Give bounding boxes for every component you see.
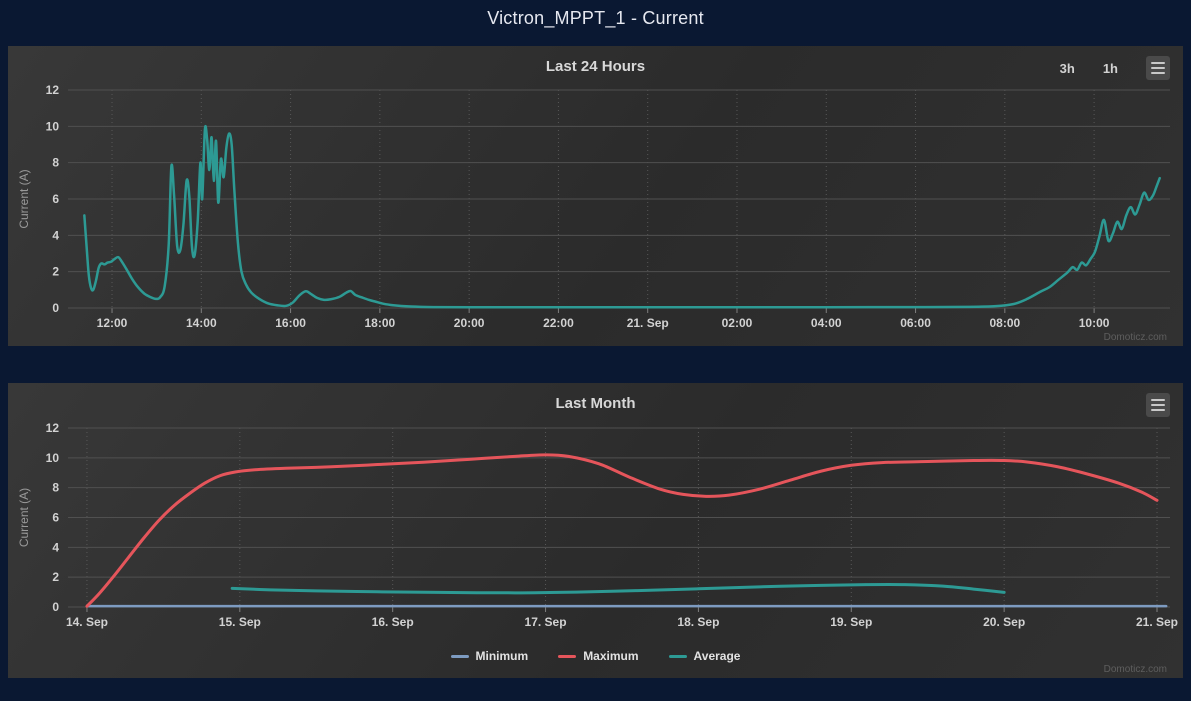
x-tick-label: 17. Sep	[525, 615, 567, 629]
chart-toolbar: 3h 1h	[1060, 55, 1170, 81]
series-line-current	[83, 124, 1161, 309]
y-tick-label: 0	[52, 301, 59, 315]
y-tick-label: 12	[46, 83, 60, 97]
y-axis-title: Current (A)	[17, 169, 31, 228]
x-tick-label: 16:00	[275, 316, 306, 330]
x-tick-label: 21. Sep	[1136, 615, 1178, 629]
legend-item-maximum[interactable]: Maximum	[558, 649, 639, 663]
x-tick-label: 08:00	[989, 316, 1020, 330]
last-month-plot-area: 14. Sep 15. Sep 16. Sep 17. Sep 18. Sep 19. S…	[17, 421, 1178, 629]
legend-label: Average	[693, 649, 741, 663]
x-tick-label: 21. Sep	[627, 316, 669, 330]
hamburger-bar	[1151, 398, 1165, 402]
range-button-3h[interactable]: 3h	[1059, 60, 1075, 76]
x-tick-label: 18:00	[365, 316, 396, 330]
x-tick-label: 10:00	[1079, 316, 1110, 330]
y-tick-label: 8	[52, 156, 59, 170]
y-tick-label: 10	[46, 119, 60, 133]
hamburger-menu-icon[interactable]	[1146, 393, 1170, 417]
hamburger-bar	[1151, 408, 1165, 412]
x-tick-label: 02:00	[722, 316, 753, 330]
chart-panel-last-month: 14. Sep 15. Sep 16. Sep 17. Sep 18. Sep 19. S…	[8, 383, 1183, 678]
chart-toolbar	[1146, 392, 1170, 418]
legend-marker-icon	[668, 654, 687, 658]
legend-marker-icon	[558, 654, 577, 658]
legend-label: Minimum	[475, 649, 529, 663]
legend-item-average[interactable]: Average	[668, 649, 741, 663]
y-tick-label: 4	[52, 540, 59, 554]
app-header: Victron_MPPT_1 - Current	[0, 0, 1191, 36]
hamburger-menu-icon[interactable]	[1146, 56, 1170, 80]
y-tick-label: 6	[52, 511, 59, 525]
y-tick-label: 6	[52, 192, 59, 206]
hamburger-bar	[1151, 66, 1165, 70]
x-tick-label: 04:00	[811, 316, 842, 330]
x-tick-label: 22:00	[543, 316, 574, 330]
series-line-maximum	[85, 453, 1159, 608]
series-line-average	[230, 582, 1006, 595]
hamburger-bar	[1151, 71, 1165, 75]
y-tick-label: 10	[46, 451, 60, 465]
page-title: Victron_MPPT_1 - Current	[487, 7, 704, 28]
y-tick-label: 0	[52, 600, 59, 614]
y-axis-title: Current (A)	[17, 488, 31, 547]
hamburger-bar	[1151, 403, 1165, 407]
legend-item-minimum[interactable]: Minimum	[450, 649, 529, 663]
y-tick-label: 8	[52, 481, 59, 495]
x-tick-label: 18. Sep	[677, 615, 719, 629]
credits-link[interactable]: Domoticz.com	[1103, 664, 1167, 675]
x-tick-label: 19. Sep	[830, 615, 872, 629]
legend-label: Maximum	[583, 649, 639, 663]
x-tick-label: 12:00	[97, 316, 128, 330]
chart-panel-last-24-hours: 12:00 14:00 16:00 18:00 20:00 22:00 21. Sep 02:…	[8, 46, 1183, 346]
y-tick-label: 2	[52, 265, 59, 279]
x-tick-label: 16. Sep	[372, 615, 414, 629]
x-tick-label: 20. Sep	[983, 615, 1025, 629]
chart-title: Last Month	[555, 395, 636, 412]
range-button-1h[interactable]: 1h	[1102, 60, 1118, 76]
legend-marker-icon	[450, 654, 469, 658]
y-tick-label: 2	[52, 570, 59, 584]
hamburger-bar	[1151, 61, 1165, 65]
chart-legend: Minimum Maximum Average	[8, 649, 1183, 663]
y-tick-label: 4	[52, 228, 59, 242]
y-tick-label: 12	[46, 421, 60, 435]
chart-title: Last 24 Hours	[545, 58, 646, 75]
x-tick-label: 14. Sep	[66, 615, 108, 629]
x-tick-label: 15. Sep	[219, 615, 261, 629]
x-tick-label: 06:00	[900, 316, 931, 330]
x-tick-label: 14:00	[186, 316, 217, 330]
credits-link[interactable]: Domoticz.com	[1103, 332, 1167, 343]
x-tick-label: 20:00	[454, 316, 485, 330]
last-24-hours-plot-area: 12:00 14:00 16:00 18:00 20:00 22:00 21. Sep 02:…	[17, 83, 1170, 330]
